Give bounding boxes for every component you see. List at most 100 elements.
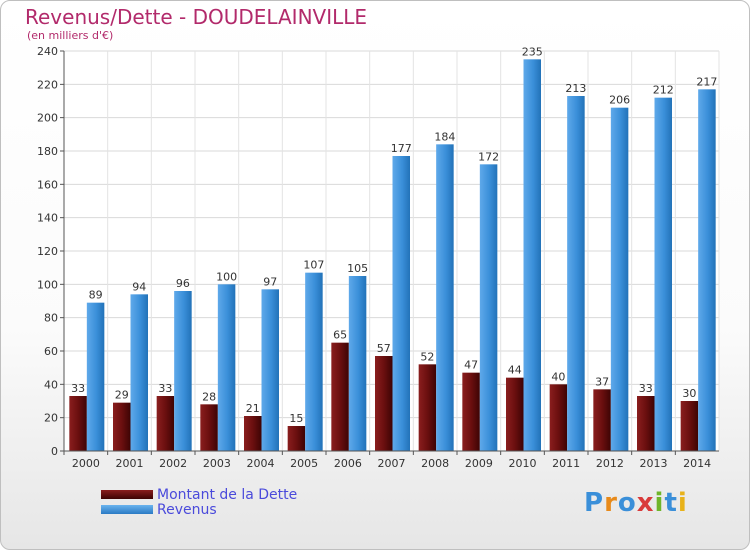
bar-revenus bbox=[523, 59, 541, 451]
x-tick-label: 2005 bbox=[290, 457, 318, 470]
data-label: 44 bbox=[508, 364, 522, 377]
bar-dette bbox=[549, 384, 568, 451]
chart-subtitle: (en milliers d'€) bbox=[27, 29, 114, 42]
y-tick-label: 100 bbox=[37, 278, 58, 291]
bar-revenus bbox=[610, 107, 629, 452]
y-tick-label: 180 bbox=[37, 145, 58, 158]
chart-title: Revenus/Dette - DOUDELAINVILLE bbox=[25, 5, 368, 29]
bar-revenus bbox=[261, 289, 279, 451]
bar-dette bbox=[506, 377, 524, 451]
bar-revenus bbox=[174, 291, 192, 451]
bar-dette bbox=[418, 364, 437, 451]
data-label: 97 bbox=[263, 275, 277, 288]
bar-revenus bbox=[348, 276, 367, 451]
y-tick-label: 60 bbox=[44, 345, 58, 358]
x-tick-label: 2011 bbox=[552, 457, 580, 470]
legend-label-revenus: Revenus bbox=[157, 501, 217, 518]
data-label: 65 bbox=[333, 329, 347, 342]
bar-dette bbox=[244, 416, 262, 451]
y-tick-label: 120 bbox=[37, 245, 58, 258]
data-label: 52 bbox=[420, 350, 434, 363]
data-label: 105 bbox=[347, 262, 368, 275]
data-label: 213 bbox=[565, 82, 586, 95]
data-label: 15 bbox=[289, 412, 303, 425]
legend: Montant de la Dette Revenus bbox=[101, 486, 298, 518]
x-tick-label: 2000 bbox=[72, 457, 100, 470]
bar-dette bbox=[69, 396, 87, 451]
bar-dette bbox=[680, 401, 699, 451]
data-label: 235 bbox=[522, 45, 543, 58]
y-tick-label: 80 bbox=[44, 312, 58, 325]
data-label: 21 bbox=[246, 402, 260, 415]
data-label: 33 bbox=[71, 382, 85, 395]
bar-revenus bbox=[567, 96, 585, 451]
data-label: 212 bbox=[653, 84, 674, 97]
data-label: 107 bbox=[303, 259, 324, 272]
x-tick-label: 2008 bbox=[421, 457, 449, 470]
x-tick-label: 2003 bbox=[203, 457, 231, 470]
data-label: 184 bbox=[434, 130, 455, 143]
data-label: 206 bbox=[609, 94, 630, 107]
data-label: 172 bbox=[478, 150, 499, 163]
bar-dette bbox=[375, 356, 393, 451]
x-tick-label: 2006 bbox=[334, 457, 362, 470]
bar-dette bbox=[637, 396, 655, 451]
bar-dette bbox=[156, 396, 175, 451]
legend-swatch-dette bbox=[101, 490, 153, 499]
bar-revenus bbox=[654, 97, 672, 452]
data-label: 37 bbox=[595, 375, 609, 388]
bar-dette bbox=[331, 342, 349, 451]
data-label: 30 bbox=[682, 387, 696, 400]
proxiti-logo: Proxiti bbox=[584, 488, 688, 518]
data-label: 33 bbox=[158, 382, 172, 395]
x-tick-label: 2004 bbox=[247, 457, 275, 470]
data-label: 177 bbox=[391, 142, 412, 155]
x-tick-label: 2002 bbox=[159, 457, 187, 470]
y-tick-label: 0 bbox=[51, 445, 58, 458]
x-tick-label: 2009 bbox=[465, 457, 493, 470]
data-label: 89 bbox=[89, 289, 103, 302]
bar-revenus bbox=[217, 284, 236, 451]
bar-dette bbox=[593, 389, 611, 451]
bar-dette bbox=[287, 426, 306, 451]
legend-item-dette: Montant de la Dette bbox=[101, 486, 298, 503]
x-tick-label: 2007 bbox=[378, 457, 406, 470]
bar-dette bbox=[462, 372, 480, 451]
data-label: 100 bbox=[216, 270, 237, 283]
x-tick-label: 2013 bbox=[640, 457, 668, 470]
data-label: 29 bbox=[115, 389, 129, 402]
data-label: 47 bbox=[464, 359, 478, 372]
x-tick-label: 2012 bbox=[596, 457, 624, 470]
y-tick-label: 40 bbox=[44, 378, 58, 391]
bar-revenus bbox=[130, 294, 148, 451]
y-tick-label: 200 bbox=[37, 112, 58, 125]
bar-revenus bbox=[86, 302, 105, 451]
bar-revenus bbox=[698, 89, 716, 451]
x-tick-label: 2001 bbox=[116, 457, 144, 470]
legend-swatch-revenus bbox=[101, 505, 153, 514]
bar-revenus bbox=[305, 272, 323, 451]
bar-revenus bbox=[436, 144, 454, 452]
y-tick-label: 160 bbox=[37, 178, 58, 191]
data-label: 96 bbox=[176, 277, 190, 290]
data-label: 28 bbox=[202, 390, 216, 403]
data-label: 33 bbox=[639, 382, 653, 395]
data-label: 217 bbox=[696, 75, 717, 88]
y-tick-label: 20 bbox=[44, 412, 58, 425]
data-label: 40 bbox=[551, 370, 565, 383]
bar-revenus bbox=[392, 156, 410, 451]
data-label: 94 bbox=[132, 280, 146, 293]
y-tick-label: 140 bbox=[37, 212, 58, 225]
x-tick-label: 2010 bbox=[509, 457, 537, 470]
legend-label-dette: Montant de la Dette bbox=[157, 486, 298, 503]
data-label: 57 bbox=[377, 342, 391, 355]
y-tick-label: 220 bbox=[37, 78, 58, 91]
bar-dette bbox=[200, 404, 218, 451]
bar-revenus bbox=[479, 164, 498, 452]
y-tick-label: 240 bbox=[37, 45, 58, 58]
x-tick-label: 2014 bbox=[683, 457, 711, 470]
legend-item-revenus: Revenus bbox=[101, 501, 297, 518]
bar-dette bbox=[113, 402, 131, 451]
